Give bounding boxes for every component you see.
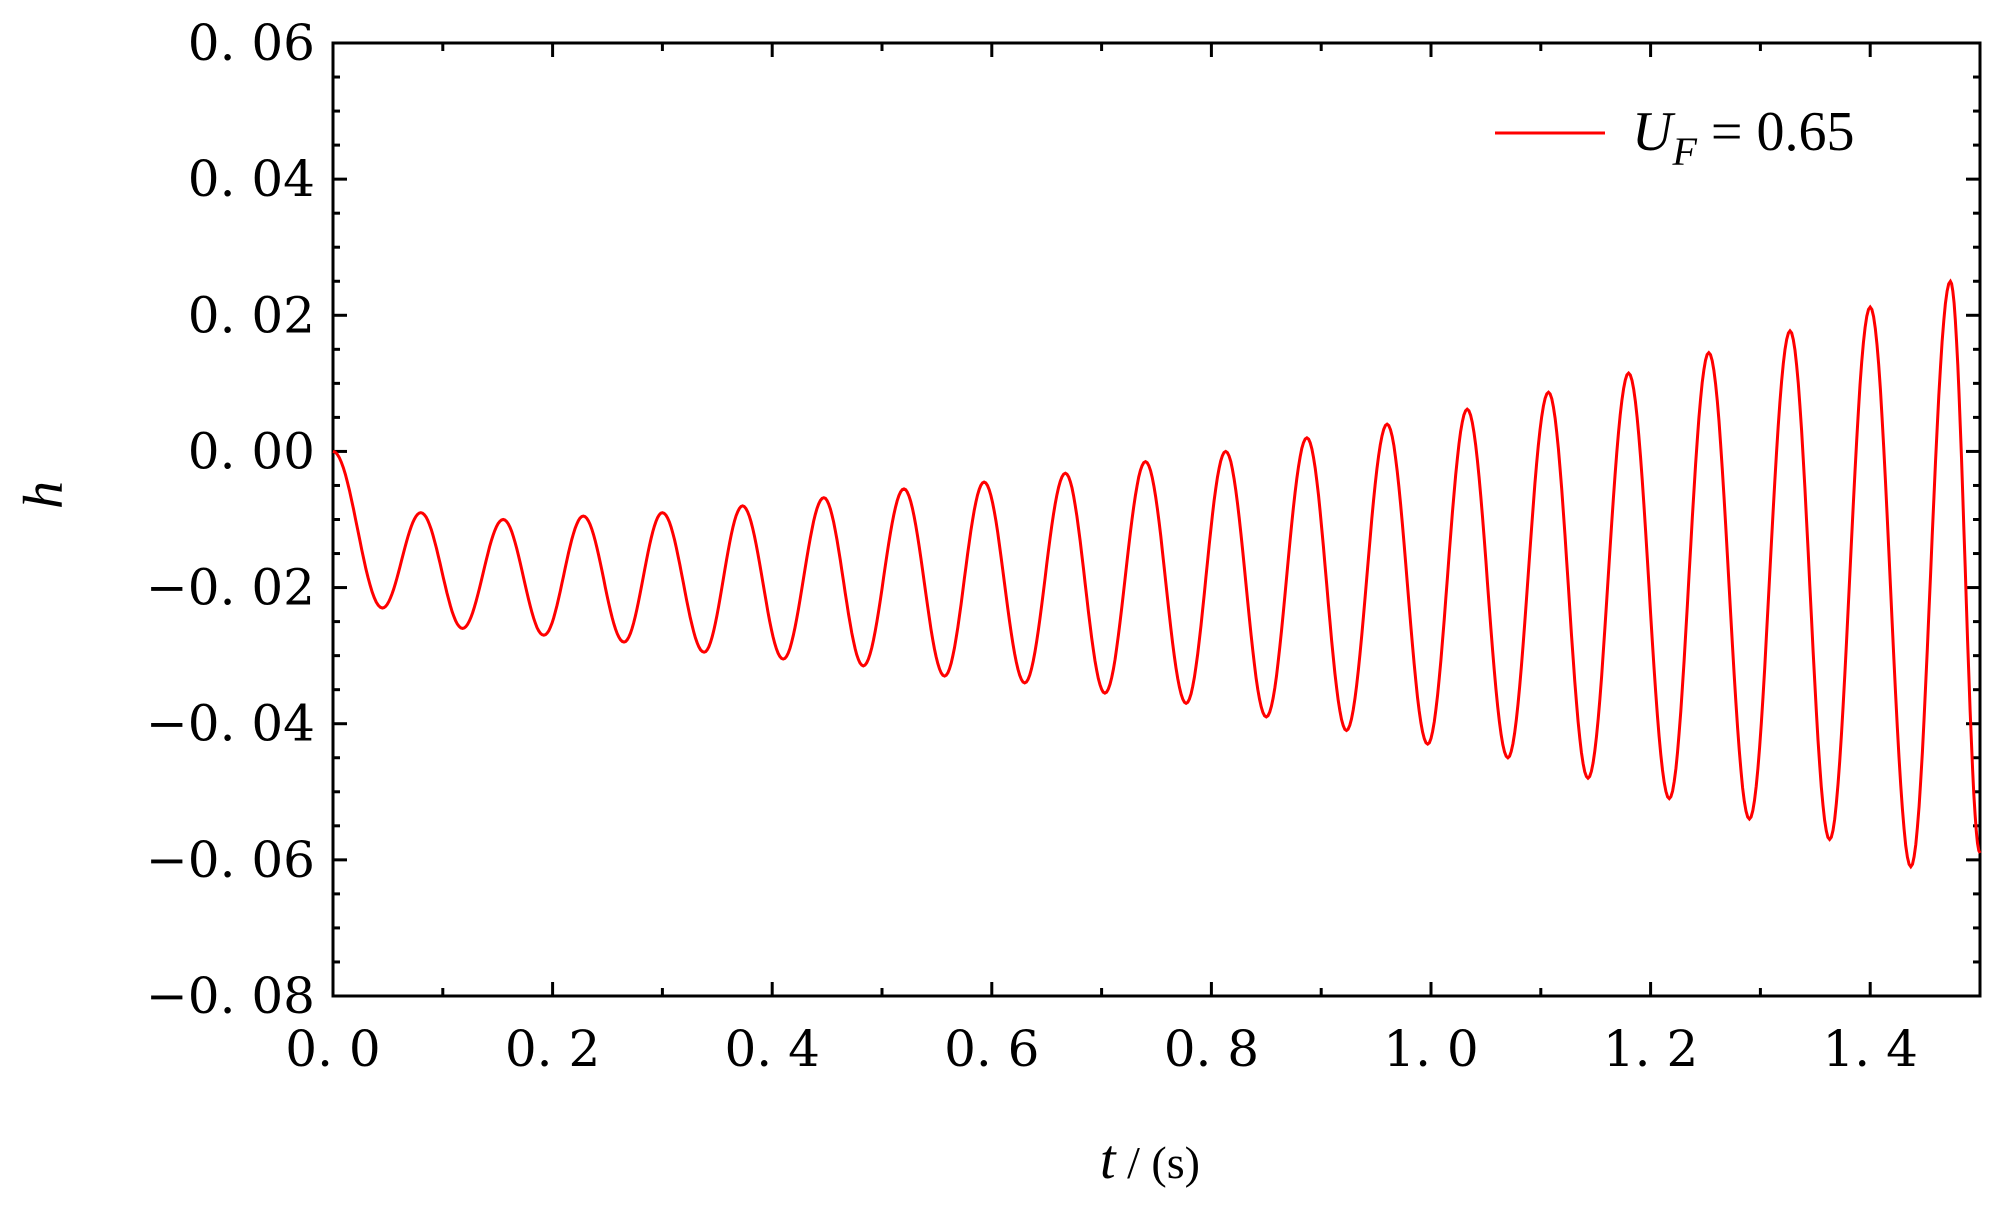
y-tick-label: 0. 02	[188, 286, 315, 344]
y-tick-label: −0. 02	[146, 559, 315, 617]
y-tick-label: 0. 06	[188, 14, 315, 72]
legend-suffix: = 0.65	[1697, 101, 1855, 163]
legend-main: U	[1632, 101, 1676, 163]
y-tick-label: −0. 06	[146, 831, 315, 889]
y-axis-ticks: 0. 06 0. 04 0. 02 0. 00 −0. 02 −0. 04 −0. 06 −0…	[146, 14, 1980, 1025]
legend-label: UF = 0.65	[1632, 101, 1854, 174]
y-axis-title: h	[13, 481, 75, 509]
legend-subscript: F	[1671, 129, 1697, 174]
y-tick-label: 0. 04	[188, 150, 315, 208]
x-tick-label: 0. 2	[505, 1020, 600, 1078]
x-tick-label: 0. 8	[1164, 1020, 1259, 1078]
x-tick-label: 1. 0	[1383, 1020, 1478, 1078]
x-axis-title: t / (s)	[1100, 1129, 1200, 1191]
series-line-uf-065	[332, 278, 1982, 870]
x-tick-label: 0. 6	[944, 1020, 1039, 1078]
x-tick-label: 1. 4	[1822, 1020, 1917, 1078]
x-tick-label: 0. 0	[285, 1020, 380, 1078]
x-tick-label: 0. 4	[724, 1020, 819, 1078]
x-tick-label: 1. 2	[1603, 1020, 1698, 1078]
y-tick-label: 0. 00	[188, 422, 315, 480]
y-tick-label: −0. 04	[146, 695, 315, 753]
y-tick-label: −0. 08	[146, 967, 315, 1025]
x-axis-ticks: 0. 0 0. 2 0. 4 0. 6 0. 8 1. 0 1. 2 1. 4	[285, 43, 1982, 1078]
legend: UF = 0.65	[1495, 101, 1854, 174]
